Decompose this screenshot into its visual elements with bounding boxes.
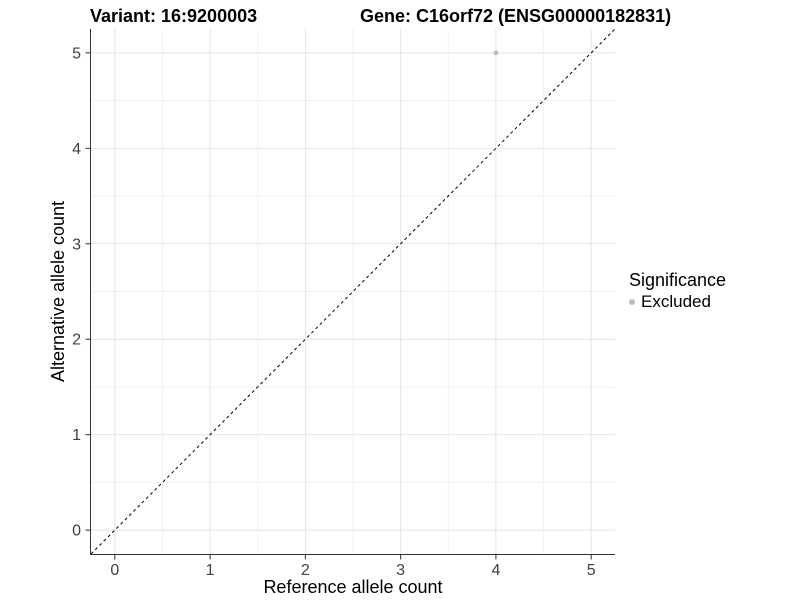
y-tick-label: 3 [72,236,81,253]
legend-title: Significance [629,270,727,290]
legend-item-excluded: Excluded [629,292,726,311]
y-tick-label: 1 [72,427,81,444]
data-point [493,50,499,56]
legend-point-icon [629,298,635,305]
x-tick-label: 5 [587,562,596,579]
legend-item-label: Excluded [641,292,711,311]
identity-line [90,28,616,555]
x-tick-label: 0 [110,562,119,579]
y-tick-label: 0 [72,523,81,540]
y-tick-label: 2 [72,332,81,349]
x-tick-label: 4 [491,562,500,579]
plot-title-variant: Variant: 16:9200003 [90,6,258,26]
x-axis-title: Reference allele count [263,577,442,597]
plot-title-gene: Gene: C16orf72 (ENSG00000182831) [360,6,672,26]
x-tick-label: 3 [396,562,405,579]
x-tick-label: 1 [206,562,215,579]
legend: Significance Excluded [629,270,726,311]
y-tick-label: 4 [72,141,81,158]
x-tick-label: 2 [301,562,310,579]
y-tick-label: 5 [72,45,81,62]
y-axis-title: Alternative allele count [48,201,68,382]
